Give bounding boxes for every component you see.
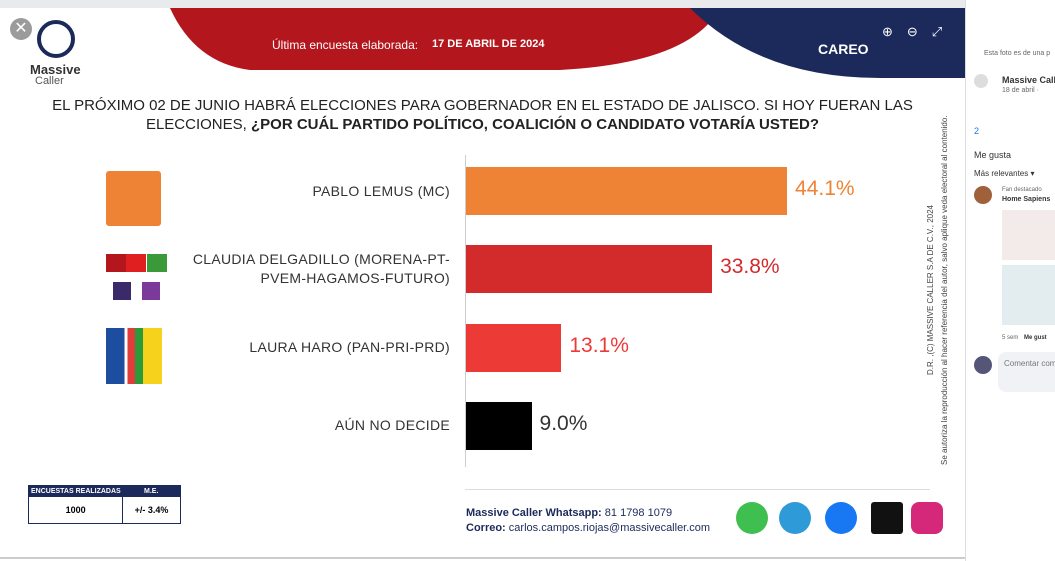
category-label: AÚN NO DECIDE [150,416,450,435]
question-bold: ¿POR CUÁL PARTIDO POLÍTICO, COALICIÓN O … [251,116,819,133]
party-logo [142,282,160,300]
zoom-controls[interactable]: ⊕⊖⤢ [882,24,956,40]
party-logo [106,328,162,384]
party-logo [106,254,126,272]
bar [466,324,561,372]
brand: Caller [35,75,64,87]
sort[interactable]: Más relevantes ▾ [974,169,1034,178]
party-logo [106,171,161,226]
tab: CAREO [818,41,869,57]
contact-value: 81 1798 1079 [605,507,672,519]
value-label: 33.8% [720,255,780,279]
table-header: ENCUESTAS REALIZADAS [29,486,123,498]
contact-label: Massive Caller Whatsapp: [466,507,602,519]
comment-image[interactable] [1002,210,1055,260]
age: 5 sem [1002,335,1018,341]
contact: Correo: carlos.campos.riojas@massivecall… [466,522,710,534]
contact-label: Correo: [466,522,506,534]
table-header: M.E. [123,486,181,498]
survey-date: 17 DE ABRIL DE 2024 [432,38,545,50]
category-label: LAURA HARO (PAN-PRI-PRD) [150,338,450,357]
table-cell: 1000 [29,497,123,523]
bar [466,167,787,215]
bottom-line [0,557,965,559]
bar [466,245,712,293]
comment-box[interactable] [998,352,1055,392]
comment-image[interactable] [1002,265,1055,325]
bar [466,402,532,450]
question: EL PRÓXIMO 02 DE JUNIO HABRÁ ELECCIONES … [40,96,925,134]
close-button[interactable]: ✕ [10,18,32,40]
category-label: CLAUDIA DELGADILLO (MORENA-PT-PVEM-HAGAM… [150,250,450,288]
party-logo [113,282,131,300]
author[interactable]: Massive Caller [1002,75,1055,85]
page: ✕ Massive Caller Última encuesta elabora… [0,0,1055,561]
side-panel: Esta foto es de una p Massive Caller 18 … [965,0,1055,561]
avatar [974,186,992,204]
survey-label: Última encuesta elaborada: [272,38,418,52]
party-logo [147,254,167,272]
top-strip [0,0,1055,8]
table-cell: +/- 3.4% [123,497,181,523]
avatar [974,74,988,88]
contact: Massive Caller Whatsapp: 81 1798 1079 [466,507,672,519]
like-link[interactable]: Me gust [1024,335,1047,341]
value-label: 13.1% [569,334,629,358]
reaction-count[interactable]: 2 [974,126,979,136]
side-note: Se autoriza la reproducción al hacer ref… [940,115,949,465]
category-label: PABLO LEMUS (MC) [150,182,450,201]
comment-placeholder[interactable]: Comentar com [1004,359,1055,368]
logo [37,20,75,58]
commenter[interactable]: Home Sapiens [1002,196,1050,203]
side-note: D.R. ,(C) MASSIVE CALLER S.A DE C.V., 20… [926,205,935,375]
contact-value: carlos.campos.riojas@massivecaller.com [509,522,710,534]
value-label: 44.1% [795,177,855,201]
party-logo [126,254,146,272]
avatar [974,356,992,374]
divider [465,489,930,490]
like-button[interactable]: Me gusta [974,150,1011,160]
value-label: 9.0% [540,412,588,436]
social-icons [735,500,945,536]
badge: Fan destacado [1002,187,1042,193]
date: 18 de abril · [1002,87,1039,94]
notice: Esta foto es de una p [984,50,1050,57]
